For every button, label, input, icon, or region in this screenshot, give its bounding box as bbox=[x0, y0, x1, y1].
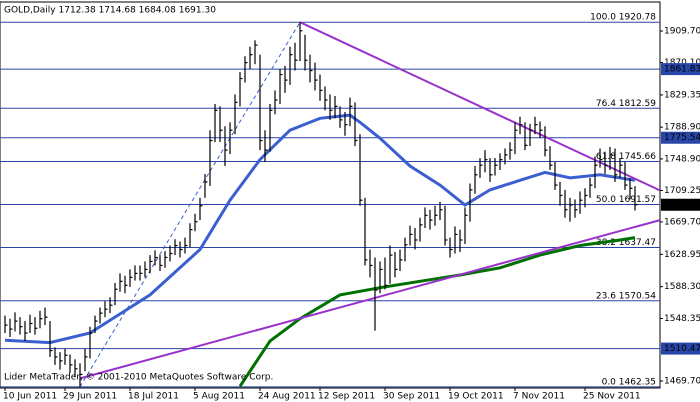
y-tick-label: 1669.70 bbox=[664, 217, 700, 227]
x-tick-label: 25 Nov 2011 bbox=[583, 392, 641, 402]
y-tick-label: 1628.95 bbox=[664, 250, 700, 260]
plot-area: 100.0 1920.78 76.4 1812.59 61.8 1745.66 50.… bbox=[0, 13, 661, 388]
x-tick-label: 10 Jun 2011 bbox=[3, 392, 57, 402]
y-tick-label: 1709.25 bbox=[664, 186, 700, 196]
footer: Lider MetaTrader, © 2001-2010 MetaQuotes… bbox=[4, 373, 273, 383]
level-label: 0.0 1462.35 bbox=[602, 377, 656, 387]
x-tick-label: 18 Jul 2011 bbox=[128, 392, 179, 402]
overlay-line bbox=[79, 219, 661, 380]
x-tick-label: 19 Oct 2011 bbox=[448, 392, 504, 402]
x-tick-label: 7 Nov 2011 bbox=[513, 392, 565, 402]
y-tick-label: 1469.70 bbox=[664, 377, 700, 387]
overlay-line bbox=[79, 21, 301, 388]
y-tick-label: 1548.35 bbox=[664, 314, 700, 324]
level-label: 76.4 1812.59 bbox=[596, 99, 656, 109]
price-marker-label: 1861.83 bbox=[664, 65, 700, 75]
price-marker bbox=[661, 131, 700, 144]
y-tick-label: 1588.30 bbox=[664, 282, 700, 292]
x-tick-label: 29 Jun 2011 bbox=[63, 392, 117, 402]
overlay-line bbox=[238, 236, 636, 388]
price-marker bbox=[661, 198, 700, 211]
level-label: 38.2 1637.47 bbox=[596, 238, 656, 248]
overlay-line bbox=[4, 113, 636, 345]
level-label: 50.0 1691.57 bbox=[596, 195, 656, 205]
y-tick-label: 1748.90 bbox=[664, 154, 700, 164]
x-tick-label: 24 Aug 2011 bbox=[258, 392, 316, 402]
price-marker-label: 1691.30 bbox=[664, 200, 700, 210]
price-marker bbox=[661, 63, 700, 76]
x-tick-label: 5 Aug 2011 bbox=[193, 392, 245, 402]
chart-title: GOLD,Daily 1712.38 1714.68 1684.08 1691.… bbox=[4, 6, 216, 16]
y-tick-label: 1870.10 bbox=[664, 58, 700, 68]
level-label: 23.6 1570.54 bbox=[596, 291, 656, 301]
price-marker-label: 1510.47 bbox=[664, 344, 700, 354]
plot-frame bbox=[0, 1, 661, 389]
y-tick-label: 1829.35 bbox=[664, 90, 700, 100]
y-tick-label: 1909.70 bbox=[664, 27, 700, 37]
level-label: 61.8 1745.66 bbox=[596, 152, 656, 162]
price-marker bbox=[661, 342, 700, 355]
x-tick-label: 30 Sep 2011 bbox=[383, 392, 440, 402]
x-tick-label: 12 Sep 2011 bbox=[318, 392, 375, 402]
level-label: 100.0 1920.78 bbox=[590, 13, 656, 23]
price-marker-label: 1775.54 bbox=[664, 133, 700, 143]
y-tick-label: 1788.90 bbox=[664, 123, 700, 133]
